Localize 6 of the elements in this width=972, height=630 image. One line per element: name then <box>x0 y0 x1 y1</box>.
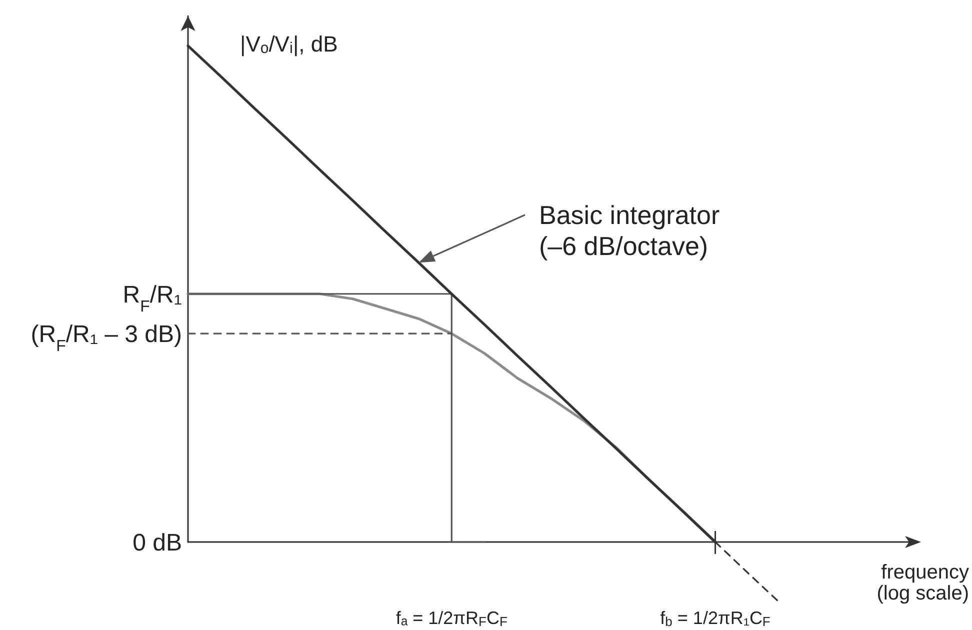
text: 0 dB <box>132 529 182 556</box>
text: R$_{F}$/R₁ <box>122 281 182 315</box>
text: (R$_{F}$/R₁ – 3 dB) <box>30 320 182 354</box>
y-axis-title: |Vₒ/Vᵢ|, dB <box>240 32 338 56</box>
x-axis-title: frequency (log scale) <box>876 562 969 604</box>
annotation: Basic integrator (–6 dB/octave) <box>539 200 720 261</box>
